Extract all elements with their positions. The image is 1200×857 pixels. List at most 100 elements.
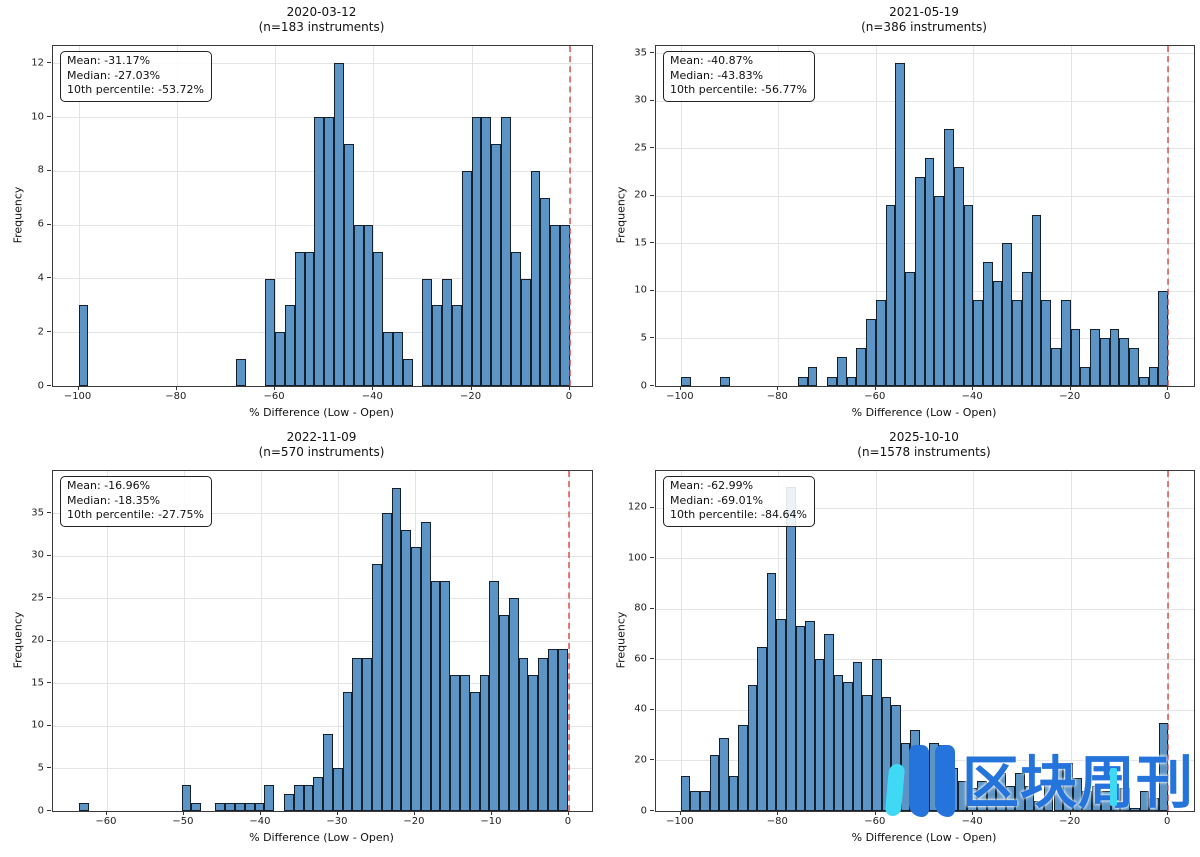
histogram-bar — [905, 271, 915, 386]
gridline — [53, 63, 592, 65]
histogram-bar — [461, 170, 472, 386]
histogram-bar — [699, 790, 710, 811]
histogram-bar — [254, 802, 265, 811]
stats-box: Mean: -16.96% Median: -18.35% 10th percent… — [60, 476, 212, 527]
y-tick-label: 10 — [634, 284, 647, 296]
histogram-bar — [313, 776, 324, 811]
histogram-bar — [986, 783, 997, 811]
y-tick-mark — [650, 607, 654, 609]
histogram-bar — [538, 657, 549, 811]
y-tick-mark — [47, 512, 51, 514]
histogram-bar — [471, 117, 482, 386]
y-tick-label: 100 — [627, 552, 647, 564]
stats-median: Median: -27.03% — [67, 68, 161, 82]
histogram-bar — [824, 634, 834, 811]
x-tick-label: −80 — [766, 816, 788, 827]
histogram-bar — [324, 117, 335, 386]
y-tick-mark — [47, 385, 51, 386]
y-tick-label: 80 — [634, 602, 647, 614]
histogram-bar — [1053, 765, 1064, 811]
histogram-bar — [1015, 773, 1025, 811]
zero-reference-line — [1167, 46, 1170, 386]
x-tick-mark — [336, 811, 338, 815]
histogram-bar — [548, 649, 558, 811]
chart-title-date: 2025-10-10 — [889, 430, 959, 444]
x-tick-mark — [1167, 386, 1169, 390]
histogram-bar — [982, 262, 993, 386]
histogram-bar — [1099, 338, 1110, 386]
gridline — [875, 471, 877, 811]
y-tick-label: 35 — [31, 507, 44, 519]
y-tick-mark — [650, 242, 654, 244]
gridline — [656, 709, 1194, 711]
y-tick-mark — [47, 810, 51, 811]
y-axis-label: Frequency — [614, 186, 628, 244]
watermark-logo-cyan-bar-icon — [884, 764, 906, 816]
histogram-bar — [967, 788, 978, 811]
y-tick-mark — [47, 331, 51, 333]
histogram-bar — [866, 319, 876, 386]
gridline — [78, 46, 80, 386]
histogram-bar — [235, 802, 245, 811]
histogram-bar — [1031, 214, 1042, 386]
y-tick-label: 5 — [37, 762, 44, 774]
histogram-bar — [401, 530, 412, 811]
histogram-bar — [856, 347, 867, 386]
x-tick-mark — [567, 811, 569, 815]
histogram-bar — [785, 487, 796, 811]
histogram-bar — [334, 63, 344, 386]
y-tick-label: 20 — [31, 634, 44, 646]
plot-area: Mean: -40.87% Median: -43.83% 10th percent… — [655, 45, 1195, 387]
histogram-bar — [977, 780, 987, 811]
histogram-bar — [294, 251, 305, 386]
x-tick-label: −30 — [326, 816, 348, 827]
histogram-bar — [680, 775, 691, 811]
histogram-panel-2021-05-19: 2021-05-19 (n=386 instruments) Mean: -40.8… — [615, 5, 1195, 419]
gridline — [176, 46, 178, 386]
histogram-bar — [191, 802, 202, 811]
histogram-bar — [304, 251, 315, 386]
x-tick-mark — [77, 386, 79, 390]
stats-box: Mean: -62.99% Median: -69.01% 10th percent… — [663, 476, 815, 527]
x-tick-label: −100 — [666, 816, 694, 827]
y-tick-mark — [47, 169, 51, 171]
x-tick-label: −60 — [864, 816, 886, 827]
stats-10th-percentile: 10th percentile: -53.72% — [67, 83, 204, 96]
x-tick-label: −20 — [403, 816, 425, 827]
histogram-bar — [1120, 788, 1130, 811]
y-axis-label: Frequency — [614, 611, 628, 669]
histogram-bar — [1119, 338, 1130, 386]
y-tick-label: 6 — [37, 218, 44, 230]
histogram-bar — [1041, 300, 1052, 386]
chart-title: 2021-05-19 (n=386 instruments) — [655, 5, 1193, 35]
x-tick-mark — [777, 386, 779, 390]
y-tick-mark — [650, 759, 654, 761]
histogram-bar — [728, 775, 739, 811]
histogram-bar — [719, 376, 730, 386]
x-tick-label: −40 — [361, 391, 383, 402]
x-axis-label: % Difference (Low - Open) — [851, 831, 997, 844]
y-tick-mark — [650, 506, 654, 508]
histogram-bar — [963, 205, 974, 386]
x-tick-label: −100 — [666, 391, 694, 402]
y-tick-mark — [650, 810, 654, 811]
y-tick-label: 0 — [37, 805, 44, 816]
histogram-bar — [393, 332, 403, 386]
zero-reference-line — [567, 471, 570, 811]
histogram-bar — [362, 657, 372, 811]
histogram-bar — [895, 62, 906, 386]
histogram-bar — [1148, 366, 1159, 386]
histogram-bar — [275, 332, 285, 386]
histogram-bar — [1072, 778, 1083, 811]
y-tick-label: 20 — [634, 754, 647, 766]
histogram-bar — [332, 768, 343, 811]
histogram-bar — [440, 581, 451, 811]
histogram-bar — [78, 305, 89, 386]
y-tick-mark — [47, 682, 51, 684]
chart-title: 2025-10-10 (n=1578 instruments) — [655, 430, 1193, 460]
x-tick-mark — [413, 811, 415, 815]
histogram-bar — [422, 278, 433, 386]
gridline — [53, 555, 592, 557]
y-tick-label: 25 — [31, 592, 44, 604]
gridline — [656, 100, 1194, 102]
